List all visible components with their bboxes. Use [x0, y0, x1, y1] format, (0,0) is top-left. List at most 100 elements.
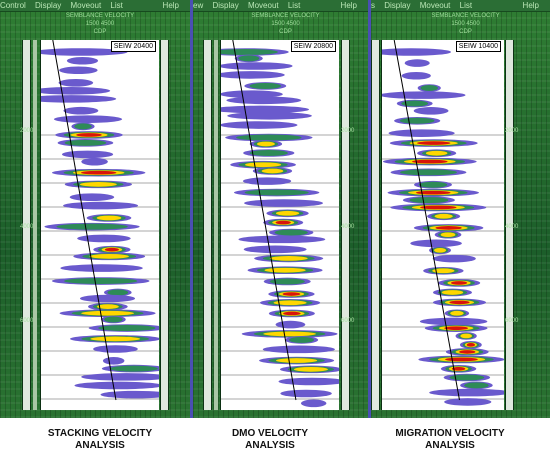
header-line-2: 1500 4500: [451, 21, 480, 27]
gather-rail: [160, 40, 169, 410]
semblance-blob: [441, 290, 464, 295]
header-line-1: SEMBLANCE VELOCITY: [65, 13, 135, 19]
velocity-pick-curve[interactable]: [52, 40, 117, 401]
header-line-1: SEMBLANCE VELOCITY: [431, 13, 500, 19]
menu-display[interactable]: Display: [35, 1, 62, 10]
semblance-blob: [107, 289, 129, 296]
header-line-3: CDP: [459, 29, 472, 35]
semblance-blob: [401, 71, 431, 80]
semblance-blob: [264, 267, 306, 273]
semblance-blob: [449, 374, 485, 381]
semblance-blob: [63, 106, 99, 115]
semblance-blob: [417, 141, 451, 145]
menu-view[interactable]: s: [371, 1, 375, 10]
semblance-blob: [238, 55, 260, 62]
caption-line-2: ANALYSIS: [245, 440, 295, 451]
semblance-blob: [56, 223, 128, 230]
semblance-blob: [41, 95, 117, 103]
menu-help[interactable]: Help: [522, 1, 539, 10]
semblance-blob: [282, 292, 301, 296]
semblance-blob: [382, 48, 452, 56]
semblance-blob: [275, 320, 306, 329]
semblance-blob: [434, 247, 447, 253]
menu-view[interactable]: ew: [193, 1, 204, 10]
semblance-blob: [432, 268, 455, 274]
semblance-blob: [76, 133, 102, 137]
semblance-blob: [420, 85, 438, 92]
menu-help[interactable]: Help: [340, 1, 357, 10]
semblance-blob: [275, 210, 300, 216]
semblance-blob: [41, 86, 111, 95]
semblance-blob: [79, 294, 136, 303]
menu-moveout[interactable]: Moveout: [247, 1, 279, 10]
semblance-blob: [98, 325, 156, 332]
menu-list[interactable]: List: [459, 1, 473, 10]
menu-help[interactable]: Help: [162, 1, 179, 10]
semblance-blob: [289, 336, 315, 343]
semblance-plot[interactable]: SEIW 20400: [40, 40, 159, 410]
velocity-pick-curve[interactable]: [232, 40, 297, 401]
semblance-plot[interactable]: SEIW 10400: [381, 40, 504, 410]
caption-line-2: ANALYSIS: [75, 440, 125, 451]
semblance-blob: [464, 382, 489, 389]
semblance-blob: [66, 56, 99, 65]
semblance-blob: [74, 123, 92, 130]
semblance-blob: [89, 254, 129, 259]
trace-rail: [203, 40, 212, 410]
menu-list[interactable]: List: [287, 1, 301, 10]
panel-divider: [190, 0, 193, 418]
menu-display[interactable]: Display: [212, 1, 239, 10]
menu-bar: ew Display Moveout List Help: [193, 0, 368, 12]
semblance-blob: [300, 399, 327, 408]
menu-moveout[interactable]: Moveout: [70, 1, 102, 10]
panel-header: SEMBLANCE VELOCITY 1500 4500 CDP: [411, 12, 520, 38]
semblance-blob: [418, 181, 448, 188]
semblance-blob: [221, 62, 293, 70]
semblance-blob: [41, 48, 128, 56]
semblance-blob: [460, 333, 473, 339]
semblance-plot[interactable]: SEIW 20800: [220, 40, 339, 410]
menu-list[interactable]: List: [110, 1, 123, 10]
semblance-blob: [74, 381, 159, 390]
trace-rail-secondary: [33, 40, 37, 410]
semblance-blob: [400, 169, 457, 176]
semblance-blob: [466, 343, 476, 347]
semblance-image: [382, 40, 504, 406]
semblance-blob: [412, 159, 448, 164]
semblance-blob: [93, 345, 138, 353]
semblance-blob: [244, 189, 309, 196]
semblance-blob: [90, 336, 141, 342]
trace-rail-secondary: [214, 40, 218, 410]
semblance-blob: [435, 226, 462, 230]
menu-moveout[interactable]: Moveout: [419, 1, 451, 10]
semblance-blob: [459, 350, 476, 354]
time-tick: 2000: [20, 128, 34, 134]
trace-rail: [371, 40, 380, 410]
gather-rail: [505, 40, 514, 410]
semblance-blob: [104, 316, 123, 323]
velocity-pick-curve[interactable]: [393, 40, 460, 401]
header-line-1: SEMBLANCE VELOCITY: [251, 13, 320, 19]
menu-control[interactable]: Control: [0, 1, 26, 10]
panel-migration: s Display Moveout List Help SEMBLANCE VE…: [371, 0, 550, 418]
semblance-blob: [449, 300, 470, 305]
semblance-blob: [269, 278, 305, 285]
semblance-blob: [249, 150, 288, 157]
semblance-blob: [249, 82, 282, 89]
semblance-blob: [60, 264, 143, 272]
semblance-blob: [293, 366, 328, 372]
semblance-blob: [244, 199, 324, 207]
semblance-blob: [81, 310, 135, 316]
panel-dmo: ew Display Moveout List Help SEMBLANCE V…: [193, 0, 368, 418]
caption-line-1: DMO VELOCITY: [231, 428, 309, 439]
semblance-blob: [420, 205, 457, 210]
menu-display[interactable]: Display: [384, 1, 411, 10]
semblance-blob: [81, 157, 108, 166]
panel-header: SEMBLANCE VELOCITY 1500 4500 CDP: [233, 12, 338, 38]
trace-rail: [22, 40, 31, 410]
time-tick: 6000: [505, 318, 519, 324]
semblance-blob: [109, 365, 158, 372]
ident-label: SEIW 20800: [290, 41, 336, 52]
semblance-blob: [80, 170, 117, 175]
semblance-blob: [79, 182, 117, 187]
